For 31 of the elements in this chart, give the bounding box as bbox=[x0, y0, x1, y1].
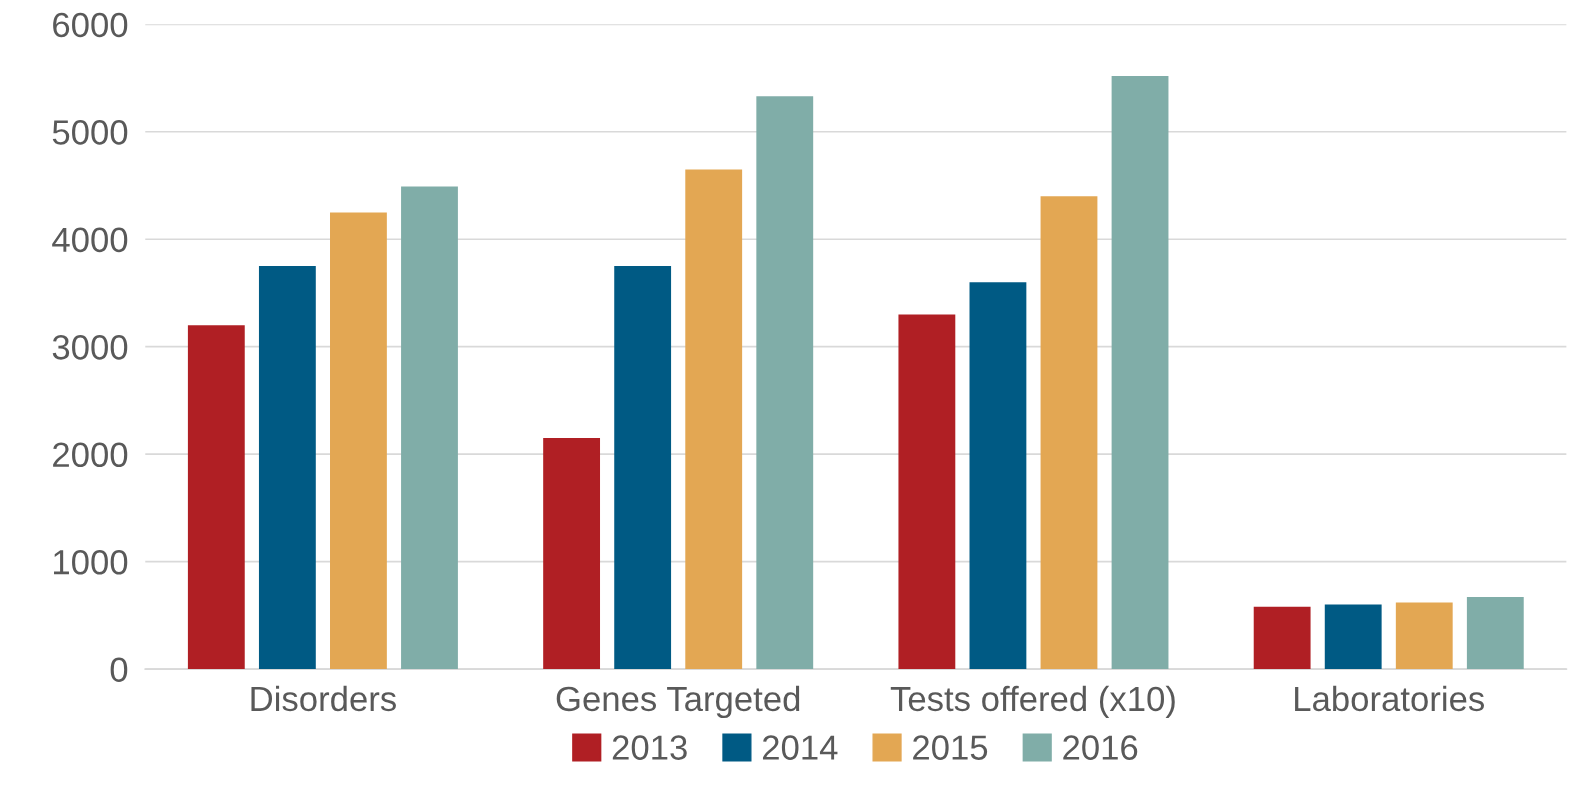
x-tick-label: Laboratories bbox=[1295, 685, 1484, 712]
bar bbox=[1253, 606, 1311, 670]
legend-label: 2013 bbox=[612, 735, 687, 760]
bar bbox=[1324, 604, 1382, 670]
bar bbox=[1040, 196, 1098, 670]
y-tick-label: 4000 bbox=[52, 227, 128, 253]
x-tick-label: Disorders bbox=[251, 685, 396, 712]
bar bbox=[258, 266, 316, 670]
y-tick-label: 5000 bbox=[52, 120, 128, 145]
y-tick-label: 6000 bbox=[53, 12, 128, 38]
bar bbox=[543, 438, 601, 670]
y-tick-label: 0 bbox=[110, 657, 128, 682]
bar bbox=[1395, 602, 1453, 670]
x-tick-label: Genes Targeted bbox=[556, 685, 800, 719]
legend-label: 2016 bbox=[1063, 735, 1138, 760]
bar bbox=[401, 186, 458, 670]
y-tick-label: 2000 bbox=[53, 442, 128, 468]
bar bbox=[969, 282, 1027, 670]
x-tick-label: Tests offered (x10) bbox=[890, 685, 1175, 719]
y-tick-label: 1000 bbox=[54, 549, 128, 575]
bar bbox=[898, 314, 956, 670]
bar bbox=[1111, 75, 1169, 670]
bar bbox=[685, 169, 743, 670]
legend-label: 2014 bbox=[762, 735, 838, 760]
legend-label: 2015 bbox=[913, 735, 988, 760]
bar bbox=[756, 96, 814, 670]
y-tick-label: 3000 bbox=[52, 335, 128, 360]
bar bbox=[330, 212, 387, 670]
bar bbox=[614, 266, 672, 670]
bar bbox=[187, 325, 245, 670]
bar bbox=[1466, 597, 1524, 670]
